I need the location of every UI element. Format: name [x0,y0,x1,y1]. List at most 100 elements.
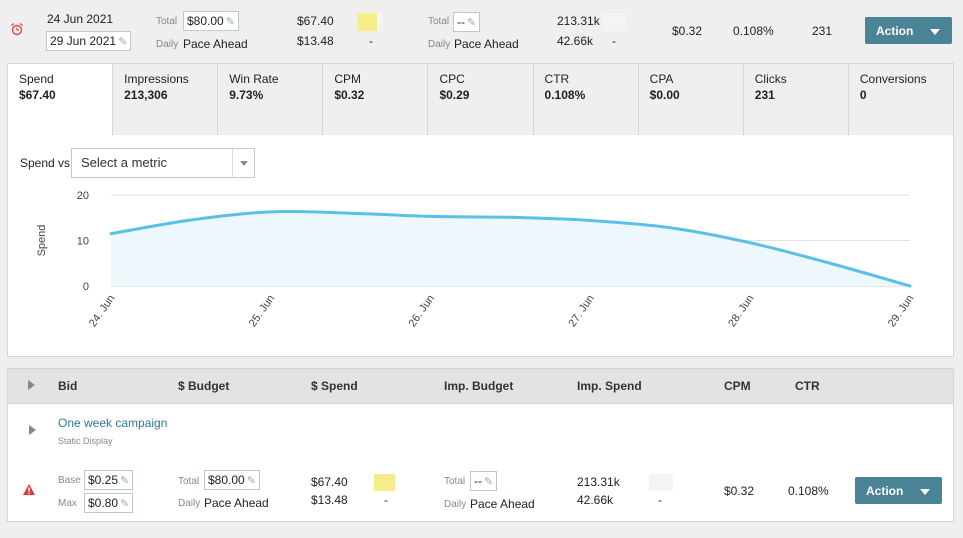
row-imp-total-field[interactable]: -- ✎ [470,471,498,491]
caret-down-icon [930,29,940,35]
pace-indicator-remainder [377,13,383,31]
tab-value: 0 [859,88,867,102]
tab-name: Conversions [859,72,927,86]
tab-name: Clicks [754,72,787,86]
action-button[interactable]: Action [865,17,952,44]
campaign-name-link[interactable]: One week campaign [58,416,168,430]
end-date-field[interactable]: 29 Jun 2021 ✎ [46,31,132,51]
row-imp-spend-dash: - [658,493,662,507]
row-cpm-value: $0.32 [724,484,755,498]
row-pace-swatch [374,474,395,491]
tab-name: Spend [19,72,54,86]
row-action-button-label: Action [866,483,904,498]
base-bid-label: Base [58,475,81,486]
row-imp-total-value: -- [474,474,482,488]
spend-daily: $13.48 [297,34,334,48]
spend-vs-label: Spend vs. [20,156,74,170]
col-budget[interactable]: $ Budget [178,379,230,393]
tab-win-rate[interactable]: Win Rate 9.73% [217,63,323,136]
expand-all-icon[interactable] [28,380,35,390]
tab-name: CPM [334,72,361,86]
metric-select[interactable]: Select a metric [71,148,255,178]
imp-pace-swatch [603,13,627,31]
pencil-icon: ✎ [225,16,235,28]
tab-clicks[interactable]: Clicks 231 [742,63,848,136]
x-tick-label: 24. Jun [87,293,118,329]
tab-impressions[interactable]: Impressions 213,306 [112,63,218,136]
max-bid-label: Max [58,498,77,509]
base-bid-field[interactable]: $0.25 ✎ [84,470,134,490]
row-action-button[interactable]: Action [855,477,942,504]
max-bid-value: $0.80 [88,496,119,510]
imp-spend-total: 213.31k [557,14,600,28]
tab-cpa[interactable]: CPA $0.00 [637,63,743,136]
row-imp-total-label: Total [444,476,466,487]
col-ctr[interactable]: CTR [795,379,820,393]
pencil-icon: ✎ [120,475,130,487]
col-imp-budget[interactable]: Imp. Budget [444,379,514,393]
series-area [111,211,910,286]
base-bid-value: $0.25 [88,473,119,487]
x-tick-label: 25. Jun [247,293,278,329]
tab-cpm[interactable]: CPM $0.32 [322,63,428,136]
tab-conversions[interactable]: Conversions 0 [847,63,954,136]
col-cpm[interactable]: CPM [724,379,751,393]
clicks-value: 231 [812,24,833,38]
x-tick-label: 27. Jun [566,293,597,329]
start-date: 24 Jun 2021 [47,12,114,26]
caret-down-icon [920,489,930,495]
col-spend[interactable]: $ Spend [311,379,358,393]
action-button-label: Action [876,23,914,38]
pace-indicator-swatch [357,13,377,31]
warning-icon [23,484,35,495]
spend-chart: 0 10 20 Spend 24. Jun 25. Jun 26. Jun 27. Jun 28… [36,190,916,329]
row-imp-spend-daily: 42.66k [577,493,614,507]
pencil-icon: ✎ [467,17,477,29]
x-tick-label: 26. Jun [407,293,438,329]
expand-row-icon[interactable] [29,425,36,435]
tab-value: $0.32 [334,88,365,102]
tab-value: 0.108% [544,88,586,102]
col-imp-spend[interactable]: Imp. Spend [577,379,642,393]
row-budget-daily-label: Daily [178,498,201,509]
max-bid-field[interactable]: $0.80 ✎ [84,493,134,513]
campaign-row: One week campaign Static Display Base $0… [7,404,954,522]
tab-value: 231 [754,88,775,102]
tab-name: Impressions [124,72,189,86]
metric-select-placeholder: Select a metric [81,155,167,170]
pencil-icon: ✎ [120,498,130,510]
tab-name: Win Rate [229,72,279,86]
chevron-down-icon [232,149,254,177]
budget-total-field[interactable]: $80.00 ✎ [183,11,239,31]
row-spend-daily: $13.48 [311,493,348,507]
imp-total-field[interactable]: -- ✎ [453,12,481,32]
table-header: Bid $ Budget $ Spend Imp. Budget Imp. Sp… [7,368,954,404]
y-tick-label: 0 [83,281,89,293]
imp-spend-dash: - [612,34,616,48]
row-imp-daily-value: Pace Ahead [470,497,535,511]
row-imp-daily-label: Daily [444,499,467,510]
tab-spend[interactable]: Spend $67.40 [7,63,113,136]
cpm-value: $0.32 [672,24,703,38]
budget-daily-value: Pace Ahead [183,37,248,51]
alarm-clock-icon[interactable] [10,22,24,36]
row-budget-daily-value: Pace Ahead [204,496,269,510]
ctr-value: 0.108% [733,24,774,38]
tab-name: CPC [439,72,465,86]
metric-tabs: Spend $67.40 Impressions 213,306 Win Rate 9… [7,63,954,136]
row-budget-total-field[interactable]: $80.00 ✎ [204,470,260,490]
end-date-value: 29 Jun 2021 [50,34,117,48]
row-ctr-value: 0.108% [788,484,829,498]
budget-total-label: Total [156,16,178,27]
row-budget-total-value: $80.00 [208,473,245,487]
imp-daily-label: Daily [428,39,451,50]
tab-value: 213,306 [124,88,168,102]
row-imp-spend-total: 213.31k [577,475,620,489]
chart-panel: Spend vs. Select a metric 0 10 20 Spend 24. … [7,135,954,357]
col-bid[interactable]: Bid [58,379,78,393]
tab-cpc[interactable]: CPC $0.29 [427,63,533,136]
series-line [109,209,912,288]
tab-ctr[interactable]: CTR 0.108% [532,63,638,136]
row-spend-dash: - [384,493,388,507]
imp-spend-daily: 42.66k [557,34,594,48]
